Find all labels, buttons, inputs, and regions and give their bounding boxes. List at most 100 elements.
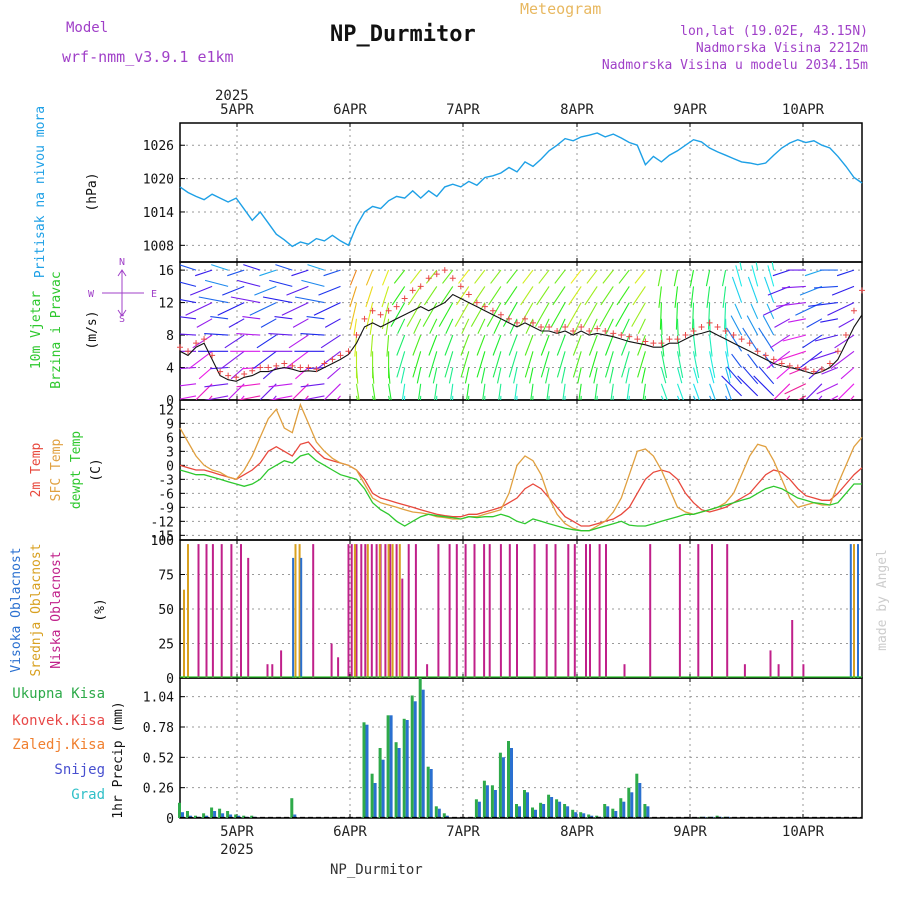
wind-barb xyxy=(828,303,855,316)
cloud-bar xyxy=(726,544,728,678)
cloud-bar xyxy=(206,544,208,678)
wind-barb xyxy=(509,335,517,355)
precip-bar-snow xyxy=(518,806,521,818)
wind-barb xyxy=(430,319,437,334)
wind-barb xyxy=(806,384,822,400)
ytick-label: -12 xyxy=(151,515,174,530)
wind-barb xyxy=(401,368,405,384)
meteogram-chart: 20255APR5APR6APR6APR7APR7APR8APR8APR9APR… xyxy=(0,0,900,900)
temp-line xyxy=(180,405,862,531)
wind-barb xyxy=(541,335,549,355)
wind-barb xyxy=(589,335,597,355)
precip-bar-total xyxy=(371,774,374,818)
cloud-bar xyxy=(483,544,485,678)
wind-barb xyxy=(507,270,517,283)
wind-barb xyxy=(498,368,501,384)
precip-bar-total xyxy=(627,788,630,818)
wind-barb xyxy=(461,335,469,355)
wind-barb xyxy=(788,319,806,322)
precip-legend-item: Zaledj.Kisa xyxy=(12,737,105,753)
precip-bar-total xyxy=(411,696,414,819)
wind-barb xyxy=(301,280,324,286)
wind-gust-marker xyxy=(530,320,536,326)
temp-label-sfc: SFC Temp xyxy=(49,439,64,502)
precip-bar-snow xyxy=(606,806,609,818)
precip-bar-total xyxy=(395,742,398,818)
cloud-bar xyxy=(221,544,223,678)
wind-barb xyxy=(237,384,261,387)
wind-gust-marker xyxy=(691,328,697,334)
cloud-label-visoka: Visoka Oblacnost xyxy=(9,547,24,672)
wind-barb xyxy=(658,270,661,286)
precip-bar-total xyxy=(403,719,406,818)
wind-barb xyxy=(606,335,614,355)
wind-barb xyxy=(285,351,308,368)
cloud-bar xyxy=(711,544,713,678)
precip-bar-total xyxy=(210,808,213,819)
wind-barb xyxy=(319,286,341,295)
wind-gust-marker xyxy=(265,365,271,371)
wind-barb xyxy=(837,270,854,276)
wind-barb xyxy=(243,265,260,271)
wind-barb xyxy=(780,396,805,410)
wind-barb xyxy=(661,384,668,405)
wind-barb xyxy=(674,270,677,286)
wind-gust-marker xyxy=(418,283,424,289)
precip-bar-total xyxy=(643,804,646,818)
day-label-bottom: 6APR xyxy=(333,824,367,840)
cloud-bar xyxy=(802,664,804,678)
ytick-label: 0 xyxy=(166,459,174,474)
wind-barb xyxy=(275,317,293,319)
wind-gust-marker xyxy=(402,296,408,302)
meteogram-page: Model wrf-nmm_v3.9.1 e1km Meteogram NP_D… xyxy=(0,0,900,900)
wind-barb xyxy=(562,384,565,405)
precip-bar-total xyxy=(539,803,542,818)
wind-barb xyxy=(373,368,374,384)
wind-barb xyxy=(521,286,533,305)
panel-frame xyxy=(180,678,862,818)
wind-gust-marker xyxy=(562,324,568,330)
ytick-label: 9 xyxy=(166,417,174,432)
wind-barb xyxy=(752,265,758,286)
wind-barb xyxy=(626,384,629,405)
wind-barb xyxy=(210,368,228,369)
wind-barb xyxy=(373,384,376,405)
wind-gust-marker xyxy=(498,312,504,318)
wind-barb xyxy=(324,384,340,400)
precip-bar-snow xyxy=(502,757,505,818)
wind-barb xyxy=(805,270,822,276)
cloud-bar xyxy=(426,664,428,678)
cloud-bar xyxy=(500,544,502,678)
ytick-label: 1.04 xyxy=(143,691,174,706)
wind-gust-marker xyxy=(835,348,841,354)
ytick-label: 3 xyxy=(166,445,174,460)
wind-barb xyxy=(449,368,452,384)
cloud-bar xyxy=(408,544,410,678)
cloud-bar xyxy=(198,544,200,678)
wind-gust-marker xyxy=(329,356,335,362)
cloud-bar xyxy=(354,544,356,678)
wind-barb xyxy=(831,351,854,368)
ytick-label: 1026 xyxy=(143,139,174,154)
wind-barb xyxy=(229,319,244,328)
cloud-bar xyxy=(415,544,417,678)
wind-barb xyxy=(418,384,421,405)
wind-gust-marker xyxy=(394,304,400,310)
cloud-bar xyxy=(589,544,591,678)
cloud-bar xyxy=(474,544,476,678)
wind-gust-marker xyxy=(731,332,737,338)
precip-bar-total xyxy=(571,810,574,818)
wind-barb xyxy=(443,270,453,283)
cloud-bar xyxy=(605,544,607,678)
day-label-bottom: 9APR xyxy=(673,824,707,840)
cloud-bar xyxy=(183,590,185,678)
precip-legend-item: Konvek.Kisa xyxy=(12,713,105,729)
wind-barb xyxy=(386,319,389,335)
wind-barb xyxy=(562,368,565,384)
wind-barb xyxy=(678,384,685,405)
wind-barb xyxy=(178,317,196,319)
wind-barb xyxy=(638,319,645,334)
wind-barb xyxy=(350,286,357,307)
wind-gust-marker xyxy=(362,316,368,322)
wind-barb xyxy=(389,368,390,384)
